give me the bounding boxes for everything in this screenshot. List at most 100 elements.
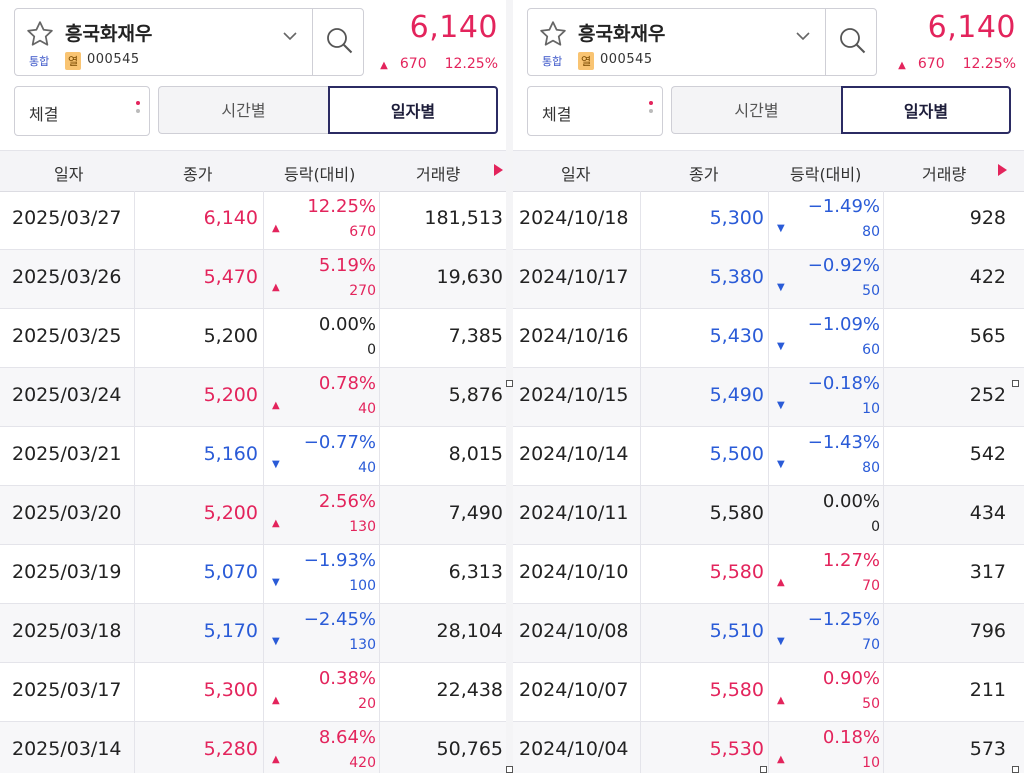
change-amount: 670 [399, 56, 427, 72]
volume-cell: 7,385 [448, 325, 503, 347]
date-cell: 2024/10/14 [519, 443, 629, 465]
search-button[interactable] [825, 9, 877, 75]
volume-cell: 8,015 [448, 443, 503, 465]
volume-cell: 22,438 [436, 679, 503, 701]
volume-cell: 19,630 [436, 266, 503, 288]
volume-cell: 181,513 [424, 207, 503, 229]
change-amount-cell: 70 [862, 637, 880, 653]
table-row[interactable]: 2024/10/18 5,300 −1.49% 80 ▼ 928 [513, 191, 1024, 250]
column-divider [134, 545, 135, 603]
warning-badge: 열 [65, 52, 82, 70]
table-row[interactable]: 2024/10/11 5,580 0.00% 0 434 [513, 486, 1024, 545]
table-row[interactable]: 2025/03/24 5,200 0.78% 40 ▲ 5,876 [0, 368, 506, 427]
resize-handle[interactable] [760, 766, 767, 773]
column-divider [768, 368, 769, 426]
column-divider [768, 309, 769, 367]
column-divider [768, 427, 769, 485]
column-divider [768, 604, 769, 662]
table-row[interactable]: 2025/03/14 5,280 8.64% 420 ▲ 50,765 [0, 722, 506, 773]
table-row[interactable]: 2025/03/27 6,140 12.25% 670 ▲ 181,513 [0, 191, 506, 250]
tab-daily[interactable]: 일자별 [841, 86, 1011, 134]
table-row[interactable]: 2024/10/10 5,580 1.27% 70 ▲ 317 [513, 545, 1024, 604]
close-price-cell: 5,430 [709, 325, 764, 347]
table-row[interactable]: 2025/03/25 5,200 0.00% 0 7,385 [0, 309, 506, 368]
scroll-right-arrow-icon[interactable] [998, 164, 1007, 176]
stock-header: 흥국화재우 통합 열 000545 6,140 ▲ 670 12.25% 체결 시간… [0, 0, 506, 150]
volume-cell: 5,876 [448, 384, 503, 406]
table-row[interactable]: 2024/10/17 5,380 −0.92% 50 ▼ 422 [513, 250, 1024, 309]
table-row[interactable]: 2025/03/26 5,470 5.19% 270 ▲ 19,630 [0, 250, 506, 309]
search-button[interactable] [312, 9, 364, 75]
star-icon[interactable] [538, 19, 568, 49]
stock-code: 000545 [87, 52, 140, 67]
resize-handle[interactable] [506, 766, 513, 773]
column-divider [640, 250, 641, 308]
table-row[interactable]: 2025/03/19 5,070 −1.93% 100 ▼ 6,313 [0, 545, 506, 604]
column-header-volume: 거래량 [416, 165, 461, 184]
close-price-cell: 5,530 [709, 738, 764, 760]
change-percent-cell: −0.18% [807, 373, 880, 394]
column-divider [379, 604, 380, 662]
change-amount-cell: 60 [862, 342, 880, 358]
price-change: ▲ 670 12.25% [898, 56, 1016, 72]
stock-selector[interactable]: 흥국화재우 통합 열 000545 [527, 8, 877, 76]
table-row[interactable]: 2025/03/20 5,200 2.56% 130 ▲ 7,490 [0, 486, 506, 545]
table-row[interactable]: 2025/03/21 5,160 −0.77% 40 ▼ 8,015 [0, 427, 506, 486]
close-price-cell: 5,070 [203, 561, 258, 583]
resize-handle[interactable] [1012, 766, 1019, 773]
chevron-down-icon[interactable] [283, 31, 297, 41]
up-triangle-icon: ▲ [272, 754, 280, 765]
down-triangle-icon: ▼ [777, 282, 785, 293]
change-amount: 670 [917, 56, 945, 72]
change-percent: 12.25% [962, 56, 1016, 72]
column-divider [379, 722, 380, 773]
execution-select[interactable]: 체결 [14, 86, 150, 136]
column-divider [263, 250, 264, 308]
date-cell: 2024/10/07 [519, 679, 629, 701]
close-price-cell: 5,580 [709, 561, 764, 583]
close-price-cell: 5,500 [709, 443, 764, 465]
resize-handle[interactable] [506, 380, 513, 387]
date-cell: 2024/10/04 [519, 738, 629, 760]
change-percent-cell: 0.18% [822, 727, 880, 748]
more-dots-icon [649, 101, 653, 121]
tab-hourly[interactable]: 시간별 [158, 86, 328, 134]
column-divider [263, 722, 264, 773]
price-change: ▲ 670 12.25% [380, 56, 498, 72]
change-amount-cell: 270 [349, 283, 376, 299]
table-row[interactable]: 2025/03/18 5,170 −2.45% 130 ▼ 28,104 [0, 604, 506, 663]
change-amount-cell: 10 [862, 755, 880, 771]
resize-handle[interactable] [1012, 380, 1019, 387]
down-triangle-icon: ▼ [777, 459, 785, 470]
table-row[interactable]: 2024/10/14 5,500 −1.43% 80 ▼ 542 [513, 427, 1024, 486]
table-row[interactable]: 2025/03/17 5,300 0.38% 20 ▲ 22,438 [0, 663, 506, 722]
table-row[interactable]: 2024/10/16 5,430 −1.09% 60 ▼ 565 [513, 309, 1024, 368]
date-cell: 2025/03/27 [12, 207, 122, 229]
tab-hourly[interactable]: 시간별 [671, 86, 841, 134]
up-triangle-icon: ▲ [777, 695, 785, 706]
execution-select[interactable]: 체결 [527, 86, 663, 136]
column-divider [134, 309, 135, 367]
column-divider [134, 722, 135, 773]
close-price-cell: 5,470 [203, 266, 258, 288]
change-percent-cell: −1.25% [807, 609, 880, 630]
volume-cell: 7,490 [448, 502, 503, 524]
chevron-down-icon[interactable] [796, 31, 810, 41]
stock-header: 흥국화재우 통합 열 000545 6,140 ▲ 670 12.25% 체결 시간… [513, 0, 1024, 150]
table-row[interactable]: 2024/10/07 5,580 0.90% 50 ▲ 211 [513, 663, 1024, 722]
star-icon[interactable] [25, 19, 55, 49]
stock-selector[interactable]: 흥국화재우 통합 열 000545 [14, 8, 364, 76]
table-row[interactable]: 2024/10/08 5,510 −1.25% 70 ▼ 796 [513, 604, 1024, 663]
change-amount-cell: 670 [349, 224, 376, 240]
up-triangle-icon: ▲ [272, 518, 280, 529]
tab-daily[interactable]: 일자별 [328, 86, 498, 134]
change-amount-cell: 10 [862, 401, 880, 417]
scroll-right-arrow-icon[interactable] [494, 164, 503, 176]
close-price-cell: 5,160 [203, 443, 258, 465]
table-row[interactable]: 2024/10/04 5,530 0.18% 10 ▲ 573 [513, 722, 1024, 773]
close-price-cell: 5,300 [203, 679, 258, 701]
close-price-cell: 5,580 [709, 502, 764, 524]
column-header-date: 일자 [54, 165, 84, 184]
volume-cell: 252 [969, 384, 1006, 406]
table-row[interactable]: 2024/10/15 5,490 −0.18% 10 ▼ 252 [513, 368, 1024, 427]
